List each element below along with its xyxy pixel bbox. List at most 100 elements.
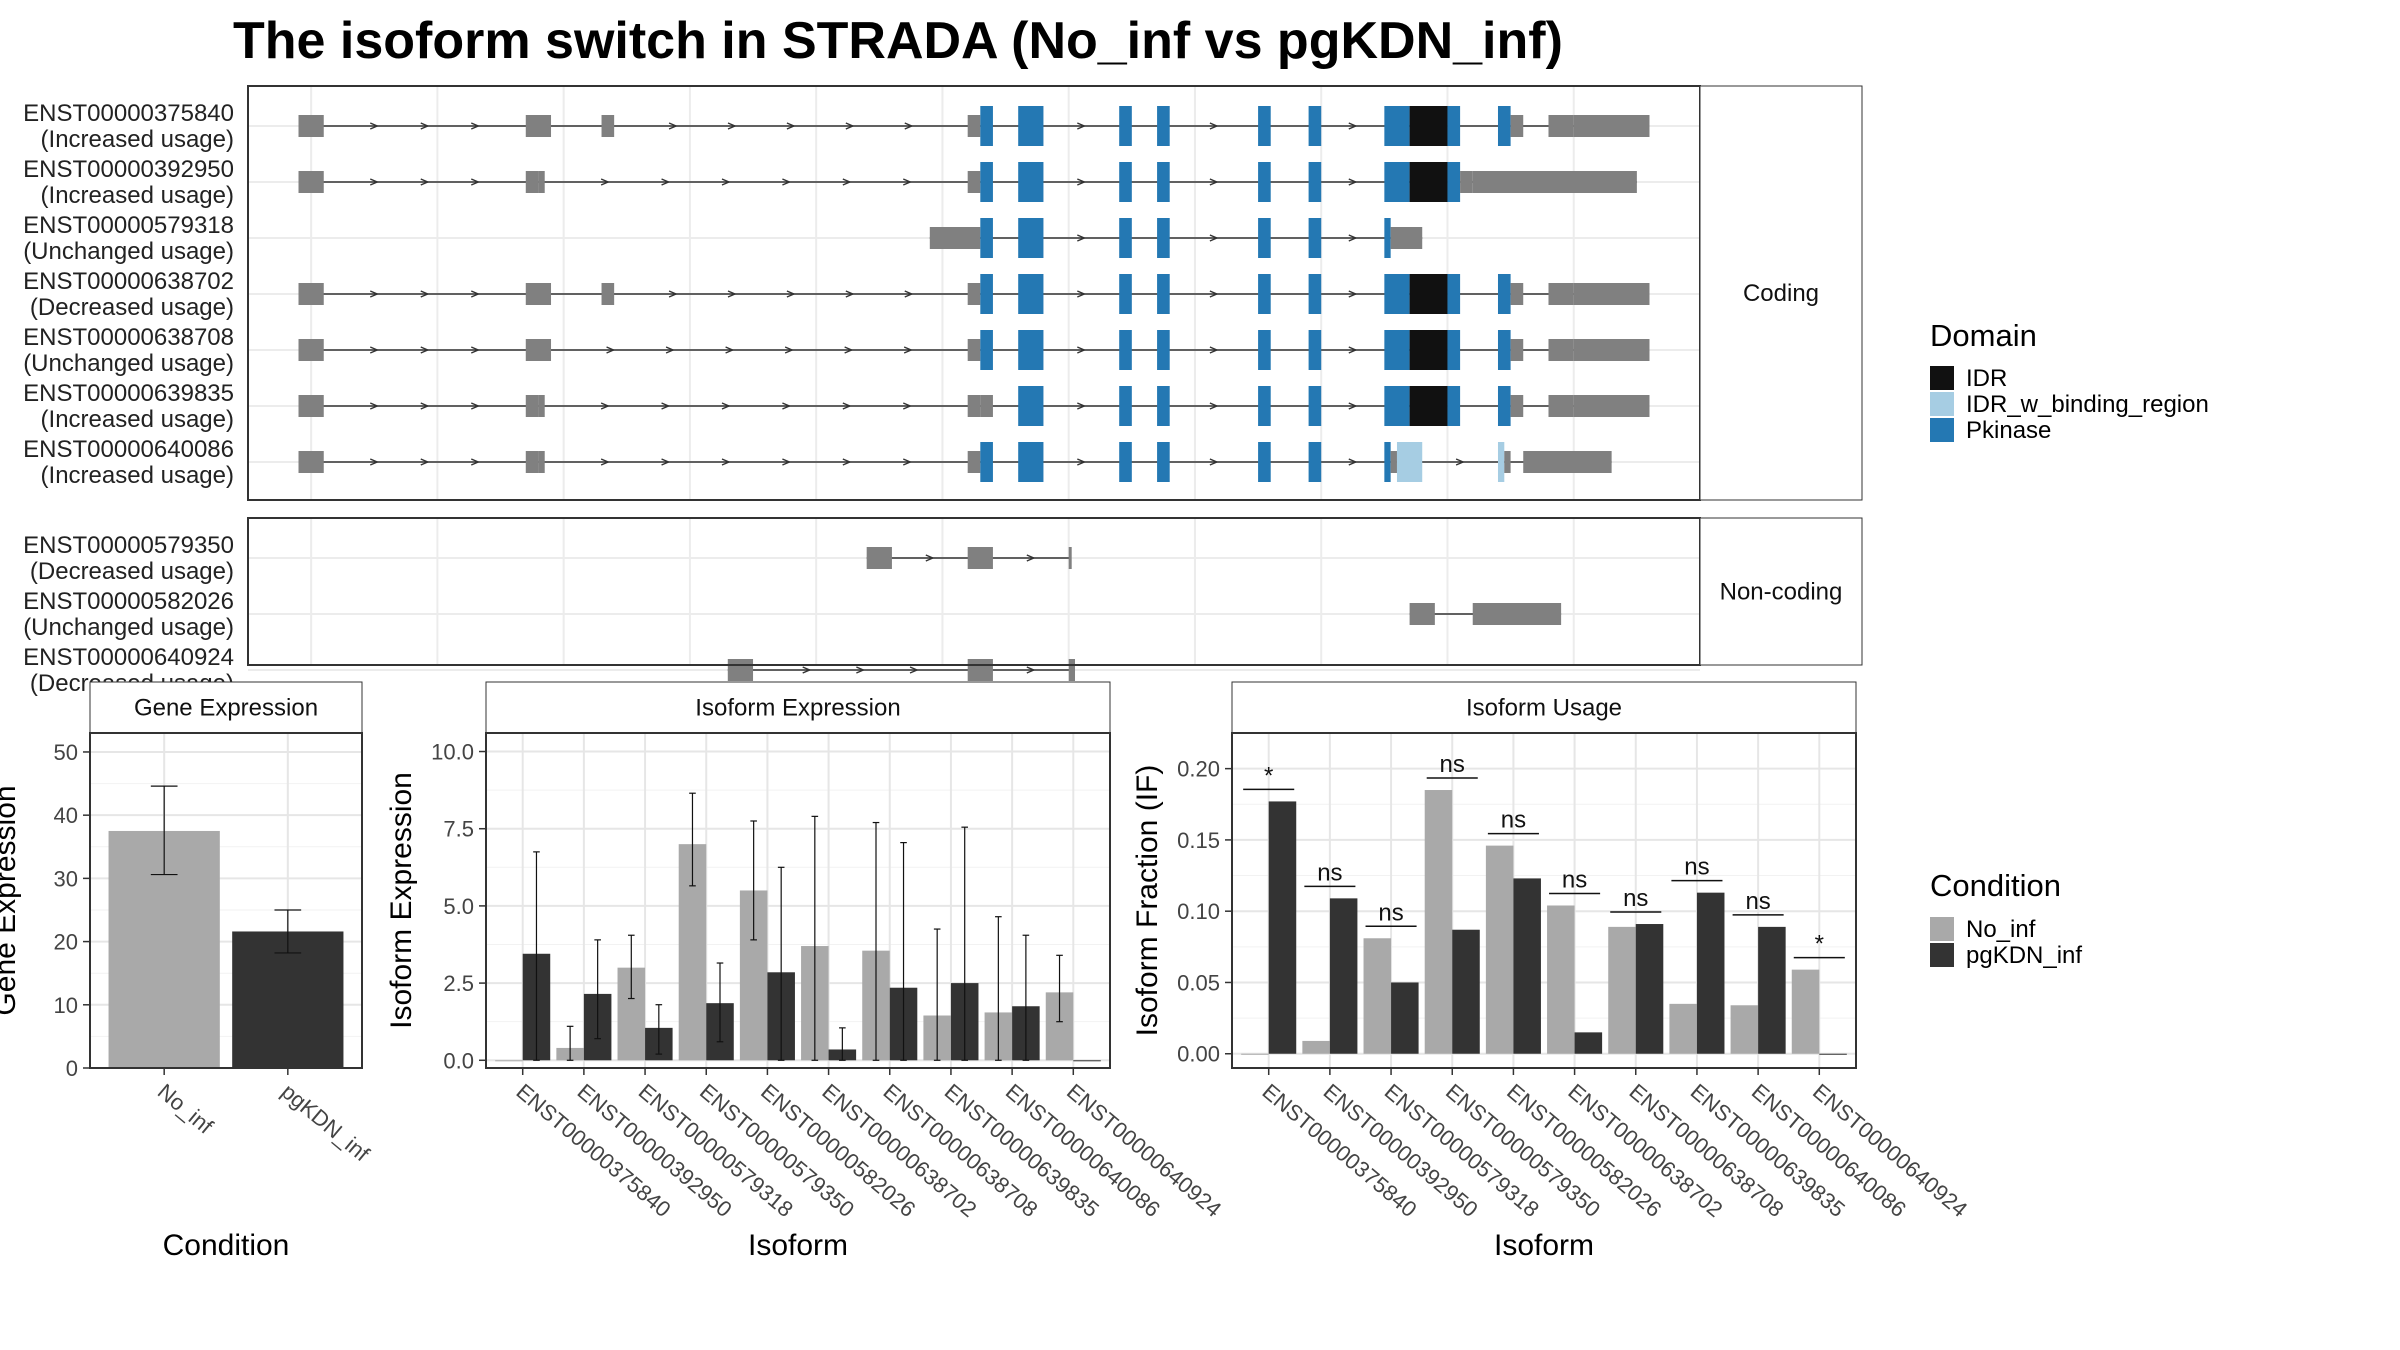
isoform-id-label: ENST00000638702 [23,268,234,295]
y-tick-label: 0.0 [443,1048,474,1073]
exon-domain [1409,106,1448,146]
significance-label: ns [1440,751,1465,778]
isoform-expression-panel: Isoform Expression0.02.55.07.510.0ENST00… [385,681,1226,1262]
exon-domain [1157,386,1170,426]
intron-arrow [1209,290,1219,298]
intron-arrow [1077,234,1087,242]
exon-utr [1548,339,1574,361]
y-tick-label: 40 [54,803,78,828]
exon-domain [1119,386,1132,426]
exon-domain [980,218,993,258]
isoform-id-label: ENST00000640086 [23,436,234,463]
exon-utr [1548,395,1574,417]
intron-arrow [1348,234,1358,242]
y-axis-label: Gene Expression [0,785,22,1015]
intron-arrow [420,122,430,130]
isoform-row: ENST00000638702(Decreased usage) [23,268,1650,321]
intron-arrow [420,458,430,466]
exon-utr [298,171,324,193]
facet-strip-label: Non-coding [1720,579,1843,606]
exon-domain [1157,274,1170,314]
intron-arrow [902,458,913,466]
intron-arrow [1077,178,1087,186]
isoform-usage-label: (Unchanged usage) [23,614,234,641]
isoform-usage-panel: Isoform Usage * ns ns ns ns ns ns ns ns * 0.00 0.05 0… [1131,681,1972,1262]
exon-domain [1384,106,1410,146]
bar [1452,929,1480,1054]
exon-domain [1308,442,1322,482]
significance-label: ns [1623,885,1648,912]
exon-utr [967,451,981,473]
intron-arrow [420,402,430,410]
bar [1730,1005,1759,1054]
intron-arrow [1209,346,1219,354]
exon-utr [967,283,981,305]
exon-utr [1510,115,1524,137]
isoform-id-label: ENST00000639835 [23,380,234,407]
isoform-row: ENST00000640086(Increased usage) [23,436,1612,489]
y-tick-label: 20 [54,930,78,955]
intron-arrow [842,178,852,186]
exon-domain [1258,442,1271,482]
exon-domain [980,162,993,202]
bar [1302,1040,1330,1054]
exon-domain [1258,330,1271,370]
bar [1669,1003,1697,1054]
isoform-usage-label: (Unchanged usage) [23,350,234,377]
legend-domain-title: Domain [1930,318,2037,353]
legend-label: Pkinase [1966,417,2051,444]
isoform-id-label: ENST00000640924 [23,644,234,671]
intron-arrow [1209,458,1219,466]
intron-arrow [470,178,481,186]
exon-utr [1460,171,1473,193]
facet-panel-bg [248,518,1700,665]
isoform-usage-label: (Increased usage) [41,126,234,153]
intron-arrow [1209,178,1219,186]
exon-utr [1068,659,1076,681]
intron-arrow [606,346,616,354]
intron-arrow [842,402,852,410]
panel-title: Gene Expression [134,695,318,722]
intron-arrow [1209,234,1219,242]
exon-domain [1308,330,1322,370]
exon-domain [1018,330,1044,370]
intron-arrow [470,458,481,466]
intron-arrow [845,290,855,298]
panel-title: Isoform Expression [695,695,900,722]
intron-arrow [369,346,380,354]
intron-arrow [668,122,678,130]
exon-utr [967,115,981,137]
exon-domain [1396,442,1423,482]
bar [1363,938,1392,1054]
exon-domain [1258,218,1271,258]
exon-utr [1548,115,1574,137]
intron-arrow [1348,290,1358,298]
intron-arrow [1348,178,1358,186]
bar [495,1060,523,1062]
exon-utr [525,451,539,473]
intron-arrow [721,178,731,186]
panel-strip [485,681,1111,734]
exon-utr [298,283,324,305]
panel-border [1231,732,1857,1069]
exon-utr [1472,603,1562,625]
exon-utr [525,283,552,305]
intron-arrow [470,122,481,130]
y-tick-label: 5.0 [443,894,474,919]
significance-label: * [1264,762,1273,789]
y-tick-label: 7.5 [443,817,474,842]
exon-domain [1308,386,1322,426]
exon-utr [298,339,324,361]
intron-arrow [1077,458,1087,466]
exon-utr [298,395,324,417]
exon-domain [1258,106,1271,146]
exon-domain [1409,274,1448,314]
bar [1696,892,1725,1054]
intron-arrow [668,290,678,298]
exon-domain [1447,386,1461,426]
exon-utr [980,395,993,417]
exon-domain [1119,442,1132,482]
bar [1424,790,1453,1054]
significance-label: ns [1378,899,1403,926]
y-tick-label: 10.0 [431,740,474,765]
